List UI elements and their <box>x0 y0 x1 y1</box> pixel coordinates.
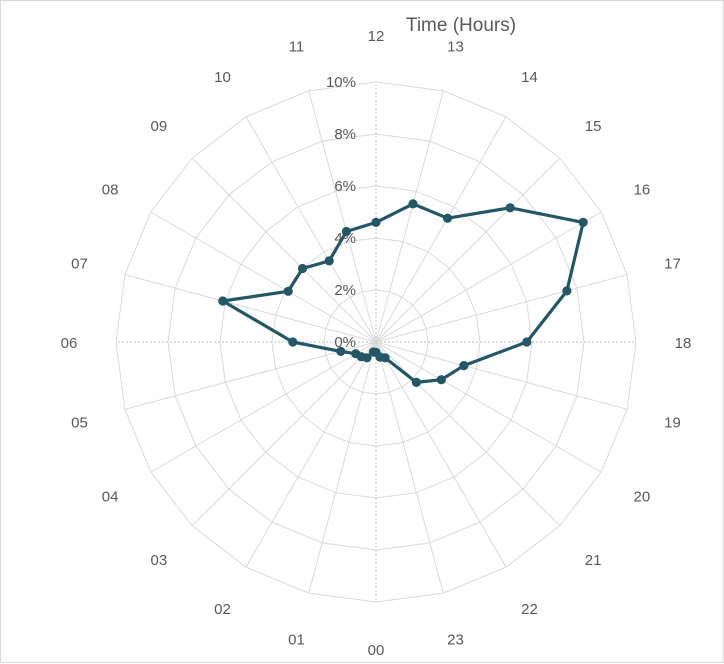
category-label: 06 <box>61 335 78 352</box>
chart-title: Time (Hours) <box>406 15 516 36</box>
data-point <box>288 337 298 347</box>
category-label: 18 <box>675 335 692 352</box>
spoke-line <box>124 341 377 410</box>
category-label: 17 <box>664 256 681 273</box>
data-point <box>459 361 469 371</box>
spoke-line <box>191 341 377 527</box>
category-label: 08 <box>102 182 119 199</box>
data-point <box>371 217 381 227</box>
spoke-line <box>375 341 444 594</box>
data-point <box>411 377 421 387</box>
spoke-line <box>150 211 377 343</box>
category-label: 04 <box>102 489 119 506</box>
radial-tick-label: 8% <box>334 126 356 143</box>
data-point <box>324 256 334 266</box>
data-point <box>283 286 293 296</box>
category-label: 15 <box>585 118 602 135</box>
spoke-line <box>375 341 602 473</box>
category-label: 02 <box>214 601 231 618</box>
data-point <box>336 346 346 356</box>
category-label: 21 <box>585 552 602 569</box>
radial-tick-labels: 0%2%4%6%8%10% <box>326 74 356 351</box>
spoke-line <box>375 116 507 343</box>
category-label: 23 <box>447 632 464 649</box>
category-label: 10 <box>214 69 231 86</box>
radial-tick-label: 6% <box>334 178 356 195</box>
category-label: 12 <box>368 28 385 45</box>
data-point <box>341 226 351 237</box>
data-point <box>297 263 308 274</box>
radial-tick-label: 0% <box>334 334 356 351</box>
data-point <box>436 375 446 385</box>
category-label: 11 <box>289 39 305 56</box>
category-label: 00 <box>368 642 385 659</box>
category-label: 05 <box>71 415 88 432</box>
category-label: 13 <box>447 39 464 56</box>
data-point <box>368 347 378 357</box>
radial-tick-label: 10% <box>326 74 356 91</box>
spoke-line <box>124 274 377 343</box>
data-point <box>408 199 418 209</box>
category-label: 16 <box>634 182 651 199</box>
data-series <box>218 199 588 387</box>
spoke-line <box>245 116 377 343</box>
category-label: 22 <box>521 601 538 618</box>
spoke-line <box>308 90 377 343</box>
category-label: 01 <box>288 632 305 649</box>
spoke-line <box>308 341 377 594</box>
spoke-line <box>375 211 602 343</box>
spoke-line <box>375 90 444 343</box>
spoke-line <box>150 341 377 473</box>
data-point <box>442 213 453 223</box>
data-point <box>505 203 515 213</box>
category-label: 07 <box>71 256 88 273</box>
data-point <box>351 349 361 359</box>
category-label: 09 <box>151 118 168 135</box>
radar-spokes <box>116 82 636 602</box>
category-label: 14 <box>521 69 538 86</box>
category-labels: 12 13 14 15 16 17 18 19 20 21 22 23 00 01 02 03 04 05 06 07… <box>61 28 692 659</box>
category-label: 19 <box>664 415 681 432</box>
data-point <box>522 337 532 347</box>
data-point <box>218 296 228 306</box>
spoke-line <box>375 341 507 568</box>
spoke-line <box>375 341 628 410</box>
series-line <box>221 202 585 384</box>
spoke-line <box>191 157 377 343</box>
radial-tick-label: 2% <box>334 282 356 299</box>
spoke-line <box>375 157 561 343</box>
spoke-line <box>375 341 561 527</box>
category-label: 20 <box>634 489 651 506</box>
category-label: 03 <box>151 552 168 569</box>
data-point <box>562 286 572 296</box>
spoke-line <box>375 274 628 343</box>
data-point <box>578 217 588 227</box>
spoke-line <box>245 341 377 568</box>
